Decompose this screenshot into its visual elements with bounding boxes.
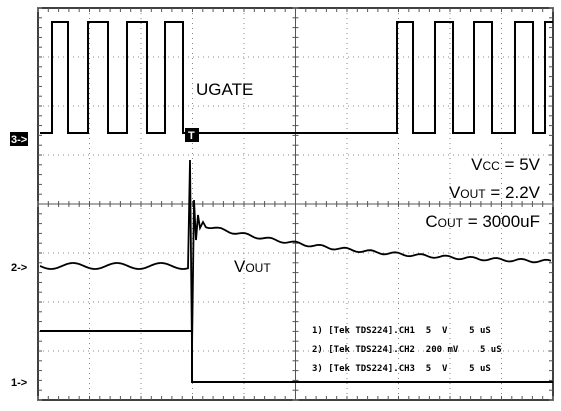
t: = 5V [500,155,541,174]
ch3-marker-box [10,132,28,146]
ugate-label: UGATE [196,80,253,99]
legend-line: 3) [Tek TDS224].CH3 5 V 5 uS [312,364,491,374]
legend-line: 1) [Tek TDS224].CH1 5 V 5 uS [312,326,491,336]
cout-label: COUT = 3000uF [425,212,540,231]
t: C [425,212,437,231]
trigger-marker: T [188,130,195,142]
t: CC [482,159,500,173]
t: = 2.2V [486,183,541,202]
legend-line: 2) [Tek TDS224].CH2 200 mV 5 uS [312,345,502,355]
trigger-box [185,128,199,142]
t: V [234,257,246,276]
t: OUT [460,187,486,201]
ch1-marker: 1-> [11,377,27,389]
t: V [471,155,483,174]
ch3-trace [40,21,553,134]
ch2-trace [39,159,552,351]
ch3-marker: 3-> [11,134,27,146]
t: V [449,183,461,202]
vcc-label: VCC = 5V [471,155,541,174]
ch2-marker: 2-> [11,262,27,274]
t: OUT [438,216,464,230]
t: = 3000uF [463,212,540,231]
vout-label: VOUT = 2.2V [449,183,541,202]
vout-trace-label: VOUT [234,257,271,276]
ch1-trace [40,330,553,383]
t: OUT [245,261,271,275]
grid [37,7,554,401]
